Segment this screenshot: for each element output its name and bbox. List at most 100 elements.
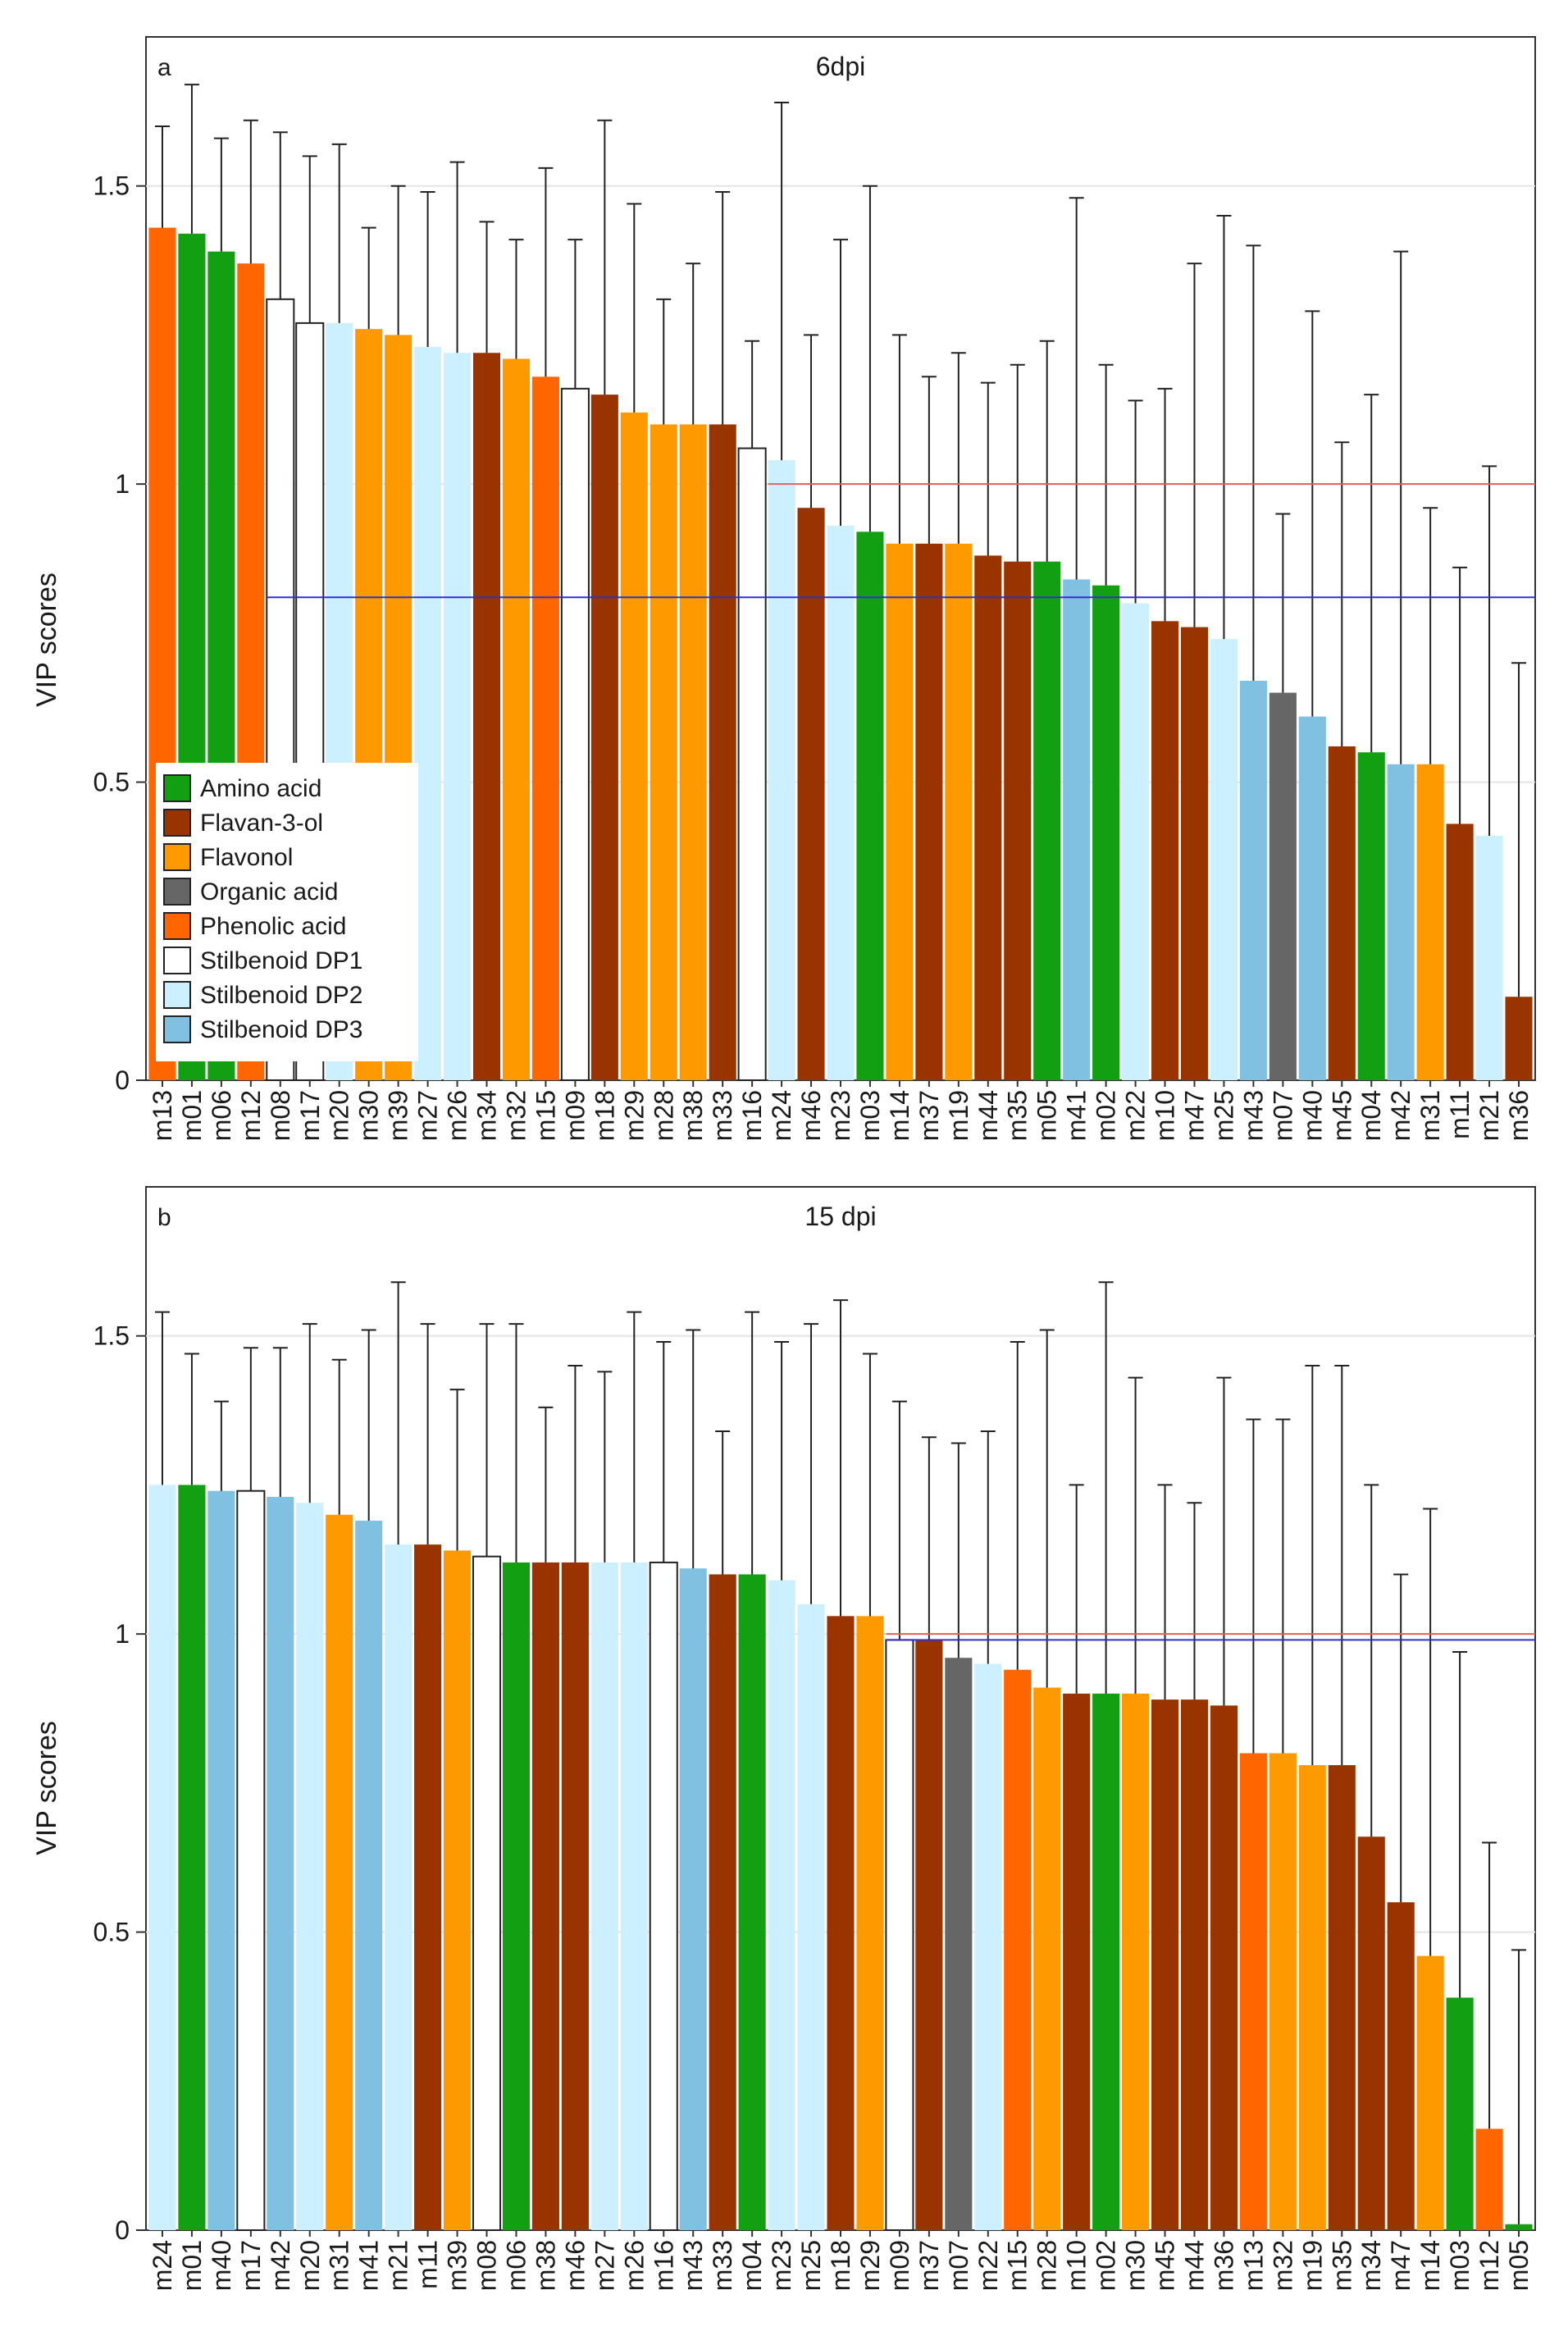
panel-b-bar-m03 — [1446, 1997, 1474, 2230]
panel-b-xtick-label-m10: m10 — [1062, 2240, 1092, 2291]
panel-a-bar-m18 — [590, 395, 618, 1081]
panel-b-reference-lines — [886, 1633, 1535, 1641]
panel-a-xtick-label-m42: m42 — [1386, 1090, 1415, 1141]
legend-label-stilbenoid-dp1: Stilbenoid DP1 — [200, 947, 362, 974]
panel-a-yaxis: 0 0.5 1 1.5 — [93, 171, 146, 1095]
panel-a-bar-m46 — [797, 508, 825, 1080]
panel-a-bar-m07 — [1269, 692, 1297, 1080]
panel-a-xtick-label-m41: m41 — [1062, 1090, 1092, 1141]
panel-a-bars — [148, 227, 1533, 1081]
panel-a-xtick-label-m38: m38 — [678, 1090, 708, 1141]
panel-b-xtick-label-m16: m16 — [649, 2240, 678, 2291]
panel-a-bar-m38 — [679, 424, 707, 1080]
panel-b-xtick-label-m30: m30 — [1121, 2240, 1151, 2291]
panel-a-xtick-label-m20: m20 — [325, 1090, 354, 1141]
panel-b-bar-m40 — [207, 1490, 235, 2230]
legend-swatch-phenolic-acid — [163, 912, 191, 940]
legend-label-flavan-3-ol: Flavan-3-ol — [200, 810, 323, 837]
panel-b-xtick-label-m29: m29 — [855, 2240, 885, 2291]
legend-swatch-stilbenoid-dp1 — [163, 947, 191, 974]
panel-a-xtick-label-m37: m37 — [914, 1090, 944, 1141]
panel-b-bar-m46 — [561, 1562, 589, 2230]
panel-b-ylabel: VIP scores — [31, 1721, 62, 1855]
panel-a-xtick-label-m32: m32 — [501, 1090, 531, 1141]
panel-a-bar-m14 — [886, 543, 914, 1080]
panel-a-bar-m42 — [1387, 764, 1415, 1080]
panel-b-xtick-label-m23: m23 — [767, 2240, 796, 2291]
panel-b-bar-m43 — [679, 1568, 707, 2230]
panel-b-xtick-label-m19: m19 — [1297, 2240, 1327, 2291]
panel-a-bar-m28 — [650, 424, 677, 1080]
panel-a-xtick-label-m26: m26 — [443, 1090, 472, 1141]
panel-b-xtick-label-m21: m21 — [384, 2240, 413, 2291]
panel-b-xtick-label-m25: m25 — [796, 2240, 826, 2291]
panel-b-ytick-label: 1.5 — [93, 1321, 130, 1351]
legend-label-organic-acid: Organic acid — [200, 878, 338, 906]
panel-a-xtick-label-m30: m30 — [354, 1090, 384, 1141]
panel-b-bar-m07 — [945, 1658, 973, 2230]
panel-b-xtick-label-m31: m31 — [325, 2240, 354, 2291]
panel-b-xtick-label-m27: m27 — [590, 2240, 619, 2291]
panel-b-bar-m26 — [620, 1562, 648, 2230]
panel-b-bar-m04 — [738, 1574, 766, 2230]
panel-a-bar-m19 — [945, 543, 973, 1080]
panel-b-xtick-label-m22: m22 — [973, 2240, 1003, 2291]
panel-b-ytick-label: 0 — [115, 2215, 130, 2245]
panel-b-xtick-label-m05: m05 — [1504, 2240, 1534, 2291]
panel-a-xtick-label-m21: m21 — [1475, 1090, 1504, 1141]
legend-swatch-flavan-3-ol — [163, 809, 191, 837]
panel-a-bar-m04 — [1357, 752, 1385, 1080]
panel-b-xtick-label-m13: m13 — [1238, 2240, 1268, 2291]
panel-b-bar-m18 — [827, 1616, 855, 2230]
panel-a-xtick-label-m39: m39 — [384, 1090, 413, 1141]
panel-b-bar-m15 — [1004, 1669, 1032, 2230]
panel-a-xtick-label-m05: m05 — [1032, 1090, 1062, 1141]
panel-a-letter: a — [157, 54, 171, 81]
panel-b-bar-m12 — [1475, 2128, 1503, 2230]
panel-b-xtick-label-m39: m39 — [443, 2240, 472, 2291]
panel-b-bar-m29 — [856, 1616, 884, 2230]
panel-a-ytick-label: 0.5 — [93, 768, 130, 797]
panel-b-bar-m23 — [768, 1580, 795, 2230]
panel-a-ytick-label: 0 — [115, 1065, 130, 1095]
panel-a-xtick-label-m40: m40 — [1297, 1090, 1327, 1141]
panel-b-bar-m25 — [797, 1604, 825, 2230]
panel-b-xtick-label-m36: m36 — [1209, 2240, 1238, 2291]
panel-a-bar-m32 — [502, 358, 531, 1080]
panel-a-xtick-label-m29: m29 — [619, 1090, 649, 1141]
panel-b-xtick-label-m33: m33 — [708, 2240, 737, 2291]
legend-label-flavonol: Flavonol — [200, 844, 293, 871]
panel-b-xtick-label-m04: m04 — [737, 2240, 767, 2291]
panel-a-xtick-label-m12: m12 — [236, 1090, 266, 1141]
legend-box — [156, 763, 418, 1061]
panel-a-bar-m03 — [856, 532, 884, 1080]
panel-b-bar-m37 — [915, 1640, 943, 2230]
panel-b-xtick-label-m35: m35 — [1327, 2240, 1356, 2291]
panel-b-bar-m17 — [236, 1490, 266, 2231]
panel-a-xtick-label-m15: m15 — [531, 1090, 560, 1141]
panel-a-xtick-label-m25: m25 — [1209, 1090, 1238, 1141]
panel-b-xtick-label-m02: m02 — [1092, 2240, 1121, 2291]
legend-label-stilbenoid-dp3: Stilbenoid DP3 — [200, 1016, 362, 1043]
panel-b-xtick-label-m28: m28 — [1032, 2240, 1062, 2291]
panel-b-xtick-label-m07: m07 — [944, 2240, 973, 2291]
panel-a-xtick-label-m04: m04 — [1356, 1090, 1386, 1141]
panel-b-xtick-label-m11: m11 — [413, 2240, 443, 2289]
panel-a-bar-m31 — [1416, 764, 1444, 1080]
panel-a-xtick-label-m19: m19 — [944, 1090, 973, 1141]
panel-b-bar-m02 — [1092, 1693, 1120, 2230]
panel-b-bar-m08 — [472, 1555, 502, 2232]
panel-a-xtick-label-m11: m11 — [1445, 1090, 1475, 1139]
panel-b-xtick-label-m40: m40 — [207, 2240, 236, 2291]
panel-b-xtick-label-m38: m38 — [531, 2240, 560, 2291]
panel-b-xtick-label-m06: m06 — [501, 2240, 531, 2291]
legend: Amino acid Flavan-3-ol Flavonol Organic aci… — [156, 763, 418, 1061]
panel-a-ylabel: VIP scores — [31, 573, 62, 707]
panel-a-bar-m40 — [1298, 716, 1326, 1080]
panel-b-bar-m38 — [531, 1562, 559, 2230]
panel-b-bar-m31 — [326, 1514, 353, 2230]
panel-b-ytick-label: 0.5 — [93, 1918, 130, 1947]
panel-a-xtick-label-m31: m31 — [1415, 1090, 1445, 1141]
panel-a-ytick-label: 1 — [115, 469, 130, 499]
